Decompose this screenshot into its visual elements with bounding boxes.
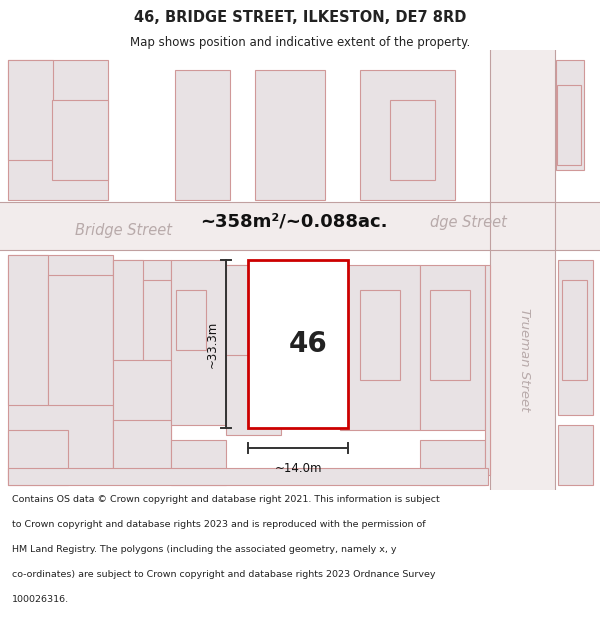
- Text: HM Land Registry. The polygons (including the associated geometry, namely x, y: HM Land Registry. The polygons (includin…: [12, 546, 397, 554]
- Bar: [558, 425, 593, 485]
- Text: dge Street: dge Street: [430, 214, 507, 229]
- Bar: [0, 202, 600, 250]
- Bar: [226, 265, 256, 355]
- Bar: [390, 100, 435, 180]
- Bar: [562, 280, 587, 380]
- Text: Map shows position and indicative extent of the property.: Map shows position and indicative extent…: [130, 36, 470, 49]
- Text: 100026316.: 100026316.: [12, 595, 69, 604]
- Bar: [557, 85, 581, 165]
- Bar: [8, 255, 113, 480]
- Bar: [8, 468, 488, 485]
- Bar: [171, 260, 226, 425]
- Bar: [8, 430, 68, 485]
- Text: Trueman Street: Trueman Street: [518, 308, 531, 412]
- Bar: [558, 260, 593, 415]
- Text: 46: 46: [289, 330, 328, 358]
- Bar: [143, 280, 171, 360]
- Bar: [171, 440, 226, 485]
- Bar: [48, 275, 113, 405]
- Text: Bridge Street: Bridge Street: [75, 222, 172, 238]
- Bar: [175, 70, 230, 200]
- Bar: [8, 60, 108, 200]
- Bar: [248, 260, 348, 428]
- Bar: [8, 60, 53, 160]
- Text: 46, BRIDGE STREET, ILKESTON, DE7 8RD: 46, BRIDGE STREET, ILKESTON, DE7 8RD: [134, 10, 466, 25]
- Text: ~33.3m: ~33.3m: [205, 321, 218, 368]
- Bar: [52, 100, 108, 180]
- Text: ~358m²/~0.088ac.: ~358m²/~0.088ac.: [200, 213, 388, 231]
- Bar: [226, 265, 281, 435]
- Text: Contains OS data © Crown copyright and database right 2021. This information is : Contains OS data © Crown copyright and d…: [12, 496, 440, 504]
- Bar: [176, 290, 206, 350]
- Bar: [430, 290, 470, 380]
- Bar: [485, 265, 490, 475]
- Bar: [420, 265, 485, 430]
- Bar: [420, 440, 485, 485]
- Bar: [255, 70, 325, 200]
- Text: co-ordinates) are subject to Crown copyright and database rights 2023 Ordnance S: co-ordinates) are subject to Crown copyr…: [12, 571, 436, 579]
- Bar: [340, 265, 420, 430]
- Bar: [556, 60, 584, 170]
- Bar: [113, 420, 171, 470]
- Bar: [113, 260, 171, 470]
- Bar: [360, 70, 455, 200]
- Text: to Crown copyright and database rights 2023 and is reproduced with the permissio: to Crown copyright and database rights 2…: [12, 521, 425, 529]
- Bar: [113, 260, 143, 360]
- Text: ~14.0m: ~14.0m: [274, 462, 322, 475]
- Bar: [8, 255, 48, 405]
- Bar: [490, 50, 555, 490]
- Bar: [360, 290, 400, 380]
